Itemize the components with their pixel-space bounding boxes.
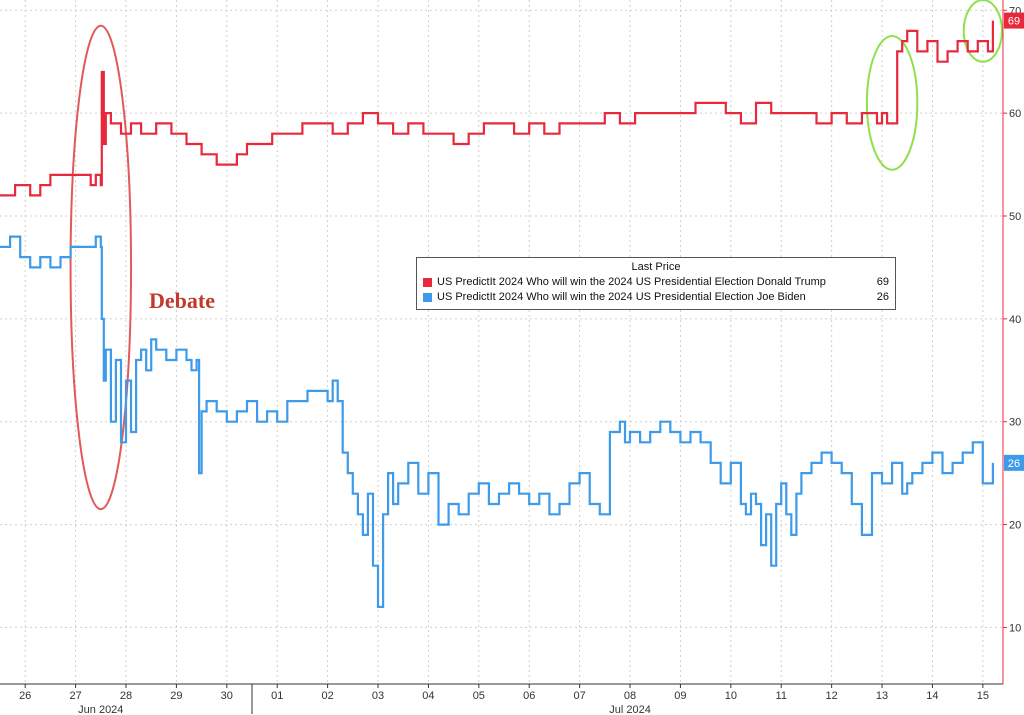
x-tick-label-09: 09 [674,690,686,702]
x-axis-tick-labels: 26 27 28 29 30 01 02 03 04 05 06 07 08 09 10 11 12 13 14 15… [19,684,989,715]
x-tick-label-01: 01 [271,690,283,702]
series-line-trump [0,20,994,197]
x-tick-label-10: 10 [725,690,737,702]
y-tick-label-20: 20 [1009,520,1021,532]
x-tick-label-27: 27 [69,690,81,702]
axes [0,0,1004,685]
legend-swatch-biden [423,293,432,302]
y-tick-label-30: 30 [1009,417,1021,429]
legend-entry-trump: US PredictIt 2024 Who will win the 2024 … [423,275,889,290]
x-tick-label-03: 03 [372,690,384,702]
x-tick-label-02: 02 [321,690,333,702]
x-tick-label-07: 07 [573,690,585,702]
annotation-ellipses [69,0,1003,511]
x-tick-label-12: 12 [826,690,838,702]
annotation-ellipse-2 [865,35,919,171]
y-tick-label-50: 50 [1009,211,1021,223]
legend-swatch-trump [423,278,432,287]
annotation-ellipse-1 [69,24,133,511]
series-line-biden [0,235,994,608]
last-value-text-trump: 69 [1008,16,1020,28]
legend-value-trump: 69 [876,276,889,288]
y-axis-tick-labels: 10 20 30 40 50 60 70 [1003,5,1021,634]
y-tick-label-70: 70 [1009,5,1021,17]
last-value-marker-trump [1004,12,1024,29]
x-tick-label-05: 05 [473,690,485,702]
legend-value-biden: 26 [876,291,889,303]
last-value-markers: 69 26 [1004,12,1024,471]
x-tick-label-08: 08 [624,690,636,702]
month-label-1: Jun 2024 [78,704,123,715]
x-tick-label-11: 11 [776,690,787,702]
debate-annotation-label: Debate [149,288,215,313]
legend-entry-biden: US PredictIt 2024 Who will win the 2024 … [423,290,889,305]
last-value-text-biden: 26 [1008,458,1020,470]
legend-label-biden: US PredictIt 2024 Who will win the 2024 … [437,291,806,303]
last-value-marker-biden [1004,454,1024,471]
series-lines [0,20,994,608]
x-tick-label-14: 14 [926,690,938,702]
chart-legend: Last Price US PredictIt 2024 Who will wi… [416,257,896,310]
legend-label-trump: US PredictIt 2024 Who will win the 2024 … [437,276,826,288]
x-tick-label-06: 06 [523,690,535,702]
x-tick-label-29: 29 [170,690,182,702]
y-tick-label-10: 10 [1009,622,1021,634]
y-tick-label-40: 40 [1009,314,1021,326]
legend-title: Last Price [631,261,681,273]
x-tick-label-04: 04 [422,690,434,702]
x-tick-label-26: 26 [19,690,31,702]
x-tick-label-28: 28 [120,690,132,702]
month-label-2: Jul 2024 [609,704,651,715]
annotation-ellipse-3 [962,0,1003,63]
x-tick-label-15: 15 [977,690,989,702]
x-tick-label-13: 13 [876,690,888,702]
y-tick-label-60: 60 [1009,108,1021,120]
x-tick-label-30: 30 [221,690,233,702]
